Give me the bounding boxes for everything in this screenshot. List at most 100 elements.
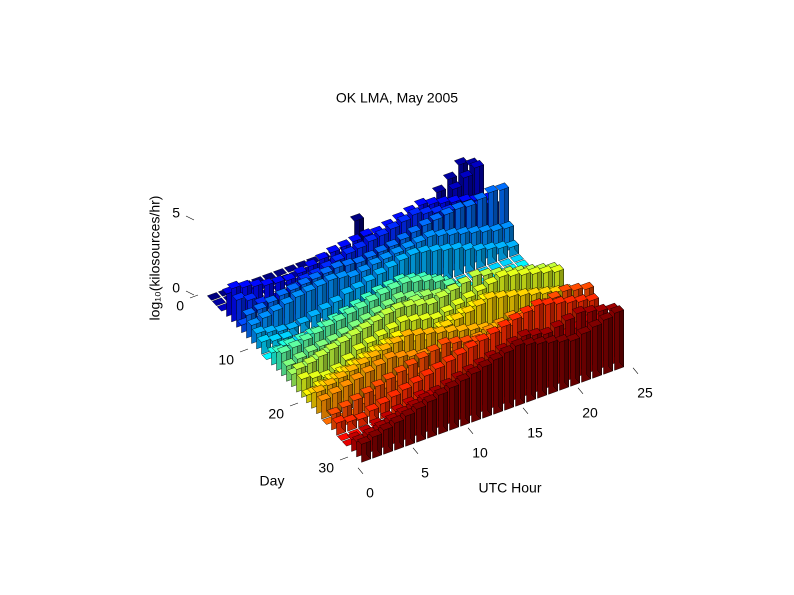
- bar-top: [580, 281, 594, 291]
- bar-top: [242, 307, 256, 316]
- bar-top: [348, 233, 362, 243]
- bar-top: [304, 344, 318, 353]
- bar-top: [475, 333, 489, 342]
- bar-top: [325, 342, 339, 351]
- bar-top: [247, 317, 261, 326]
- bar-top: [360, 385, 374, 395]
- bar-top: [470, 160, 484, 169]
- bar-top: [331, 253, 345, 262]
- bar-top: [296, 315, 310, 325]
- bar-top: [330, 260, 344, 269]
- bar-top: [379, 251, 393, 260]
- bar-top: [435, 290, 449, 299]
- bar-top: [412, 234, 426, 244]
- bar: [368, 429, 382, 459]
- bar-top: [275, 288, 289, 297]
- bar-top: [375, 228, 389, 237]
- bar: [423, 394, 437, 439]
- bar-side: [498, 352, 503, 412]
- bar-top: [329, 294, 343, 304]
- bar-top: [396, 232, 410, 241]
- bar: [505, 239, 519, 258]
- bar-top: [398, 382, 412, 391]
- bar-top: [274, 323, 288, 333]
- bar-top: [312, 384, 326, 393]
- bar-top: [323, 377, 337, 386]
- bar: [577, 326, 591, 383]
- bar-top: [429, 212, 443, 221]
- bar-top: [354, 411, 368, 421]
- bar-top: [277, 345, 291, 354]
- bar-top: [457, 276, 471, 285]
- bar-top: [484, 185, 498, 194]
- bar-top: [451, 201, 465, 210]
- x-tick-label: 10: [472, 445, 488, 461]
- bar-top: [286, 282, 300, 291]
- bar-top: [488, 262, 502, 271]
- bar-top: [431, 274, 445, 283]
- bar-top: [293, 265, 307, 275]
- bar-side: [531, 337, 536, 400]
- bar-top: [356, 356, 370, 365]
- bar-top: [373, 266, 387, 276]
- bar: [291, 289, 305, 328]
- bar: [207, 292, 221, 301]
- bar-top: [347, 328, 361, 337]
- bar-top: [374, 328, 388, 337]
- bar: [212, 297, 226, 306]
- bar: [500, 345, 514, 411]
- bar-top: [448, 181, 462, 190]
- bar-top: [385, 321, 399, 330]
- y-tick-label: 10: [218, 352, 234, 368]
- bar-top: [472, 298, 486, 307]
- bar-side: [542, 336, 547, 396]
- bar: [588, 319, 602, 379]
- bar: [544, 335, 558, 395]
- bar-top: [321, 318, 335, 328]
- bar-top: [334, 370, 348, 379]
- bar-top: [464, 340, 478, 349]
- bar-top: [337, 239, 351, 248]
- bar: [610, 305, 624, 371]
- bar-top: [374, 244, 388, 253]
- bar-top: [282, 272, 296, 282]
- bar-top: [385, 239, 399, 248]
- bar-top: [269, 303, 283, 312]
- bar-top: [486, 326, 500, 335]
- bar-top: [376, 396, 390, 405]
- bar-top: [440, 207, 454, 216]
- bar-top: [243, 292, 257, 302]
- bar-top: [313, 278, 327, 287]
- z-tick: [185, 215, 195, 221]
- bar-top: [566, 333, 580, 342]
- bar-top: [390, 415, 404, 424]
- bar-top: [318, 301, 332, 311]
- bar-top: [271, 275, 285, 284]
- bar: [566, 333, 580, 387]
- bar-top: [424, 297, 438, 306]
- bar-top: [315, 251, 329, 261]
- bar-top: [440, 304, 454, 313]
- bar-top: [561, 312, 575, 322]
- bar-top: [327, 406, 341, 416]
- bar-top: [495, 182, 509, 191]
- bar-side: [586, 326, 591, 380]
- y-tick: [239, 348, 249, 353]
- bar-side: [597, 319, 602, 376]
- bar-top: [489, 352, 503, 361]
- bar-top: [382, 371, 396, 381]
- bar-top: [369, 314, 383, 323]
- x-tick: [412, 447, 419, 454]
- bar-top: [577, 326, 591, 335]
- bar-top: [426, 343, 440, 353]
- bar-top: [409, 375, 423, 384]
- bar-side: [608, 312, 613, 372]
- bar: [445, 380, 459, 431]
- bar-top: [363, 335, 377, 344]
- bar: [456, 373, 470, 427]
- bar-top: [395, 252, 409, 262]
- bar-side: [509, 345, 514, 408]
- bar-top: [253, 302, 267, 311]
- bar-top: [288, 339, 302, 349]
- bar-top: [450, 312, 464, 321]
